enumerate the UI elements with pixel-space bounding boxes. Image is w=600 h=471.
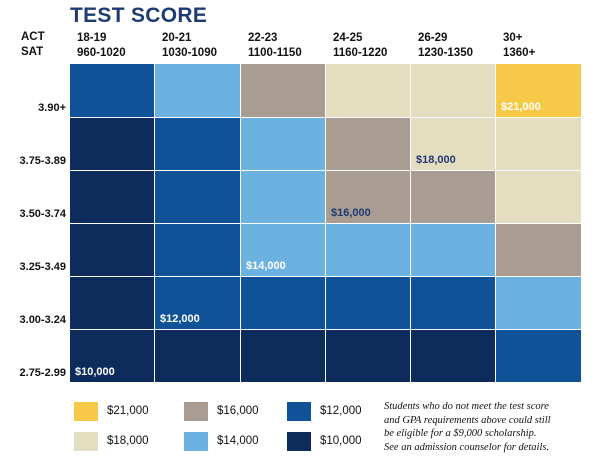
note-line-3: be eligible for a $9,000 scholarship. (384, 428, 537, 439)
grid-cell (155, 171, 241, 224)
grid-cell (241, 171, 326, 224)
grid-cell: $16,000 (326, 171, 411, 224)
row-header-gpa: 3.50-3.74 (19, 208, 66, 220)
column-sat-range: 1100-1150 (248, 47, 302, 59)
note-line-4: See an admission counselor for details. (384, 441, 550, 453)
grid-cell (70, 224, 155, 277)
column-act-range: 20-21 (162, 32, 192, 44)
grid-cell (70, 64, 155, 118)
column-header: 22-23 1100-1150 (248, 31, 302, 61)
grid-cell (155, 224, 241, 277)
column-header: 20-21 1030-1090 (162, 31, 217, 61)
grid-cell (411, 171, 496, 224)
legend-label: $21,000 (107, 405, 149, 417)
grid-cell: $12,000 (155, 277, 241, 330)
grid-cell (326, 64, 411, 118)
scholarship-grid: $21,000 $18,000 $16,000 $14,000 $12,000 $10,0… (70, 64, 582, 383)
column-act-range: 30+ (503, 32, 523, 44)
column-sat-range: 1160-1220 (333, 47, 388, 59)
legend-swatch (184, 402, 208, 421)
cell-amount-label: $14,000 (246, 260, 286, 272)
grid-cell (241, 277, 326, 330)
cell-amount-label: $10,000 (75, 366, 115, 378)
grid-cell (496, 118, 582, 171)
grid-cell (496, 171, 582, 224)
column-header: 18-19 960-1020 (77, 31, 126, 61)
sat-header-label: SAT (21, 46, 44, 58)
grid-cell (326, 118, 411, 171)
row-header-gpa: 3.25-3.49 (19, 261, 66, 273)
legend-label: $16,000 (217, 405, 259, 417)
grid-cell (155, 118, 241, 171)
grid-cell (241, 64, 326, 118)
row-header-gpa: 3.90+ (38, 102, 66, 114)
grid-cell (70, 171, 155, 224)
grid-cell (326, 277, 411, 330)
legend-label: $18,000 (107, 435, 149, 447)
column-sat-range: 1230-1350 (418, 47, 473, 59)
legend-label: $14,000 (217, 435, 259, 447)
row-header-gpa: 3.00-3.24 (19, 314, 66, 326)
note-line-2: and GPA requirements above could still (384, 414, 551, 426)
cell-amount-label: $18,000 (416, 154, 456, 166)
column-sat-range: 1360+ (503, 47, 536, 59)
grid-cell (411, 277, 496, 330)
column-header: 26-29 1230-1350 (418, 31, 473, 61)
column-header: 24-25 1160-1220 (333, 31, 387, 61)
legend-swatch (184, 432, 208, 451)
grid-cell (241, 118, 326, 171)
grid-cell (70, 118, 155, 171)
grid-cell (326, 330, 411, 383)
legend-label: $12,000 (320, 405, 362, 417)
grid-cell (241, 330, 326, 383)
grid-cell (496, 277, 582, 330)
act-header-label: ACT (21, 31, 45, 43)
grid-cell (411, 64, 496, 118)
legend-swatch (74, 432, 98, 451)
eligibility-note: Students who do not meet the test score … (384, 400, 594, 454)
legend-swatch (287, 402, 311, 421)
cell-amount-label: $16,000 (331, 207, 371, 219)
grid-cell (411, 224, 496, 277)
page-title: TEST SCORE (70, 4, 208, 27)
grid-cell (411, 330, 496, 383)
grid-cell (496, 330, 582, 383)
grid-cell (326, 224, 411, 277)
grid-cell (155, 330, 241, 383)
row-header-gpa: 2.75-2.99 (19, 367, 66, 379)
cell-amount-label: $21,000 (501, 101, 541, 113)
column-act-range: 26-29 (418, 32, 448, 44)
legend-label: $10,000 (320, 435, 362, 447)
cell-amount-label: $12,000 (160, 313, 200, 325)
grid-cell: $10,000 (70, 330, 155, 383)
column-sat-range: 1030-1090 (162, 47, 217, 59)
grid-cell (496, 224, 582, 277)
grid-cell: $21,000 (496, 64, 582, 118)
legend-swatch (287, 432, 311, 451)
column-header: 30+ 1360+ (503, 31, 535, 61)
note-line-1: Students who do not meet the test score (384, 401, 549, 412)
column-act-range: 22-23 (248, 32, 278, 44)
grid-cell: $14,000 (241, 224, 326, 277)
column-act-range: 24-25 (333, 32, 363, 44)
row-header-gpa: 3.75-3.89 (19, 155, 66, 167)
legend-swatch (74, 402, 98, 421)
grid-cell (70, 277, 155, 330)
column-sat-range: 960-1020 (77, 47, 126, 59)
grid-cell: $18,000 (411, 118, 496, 171)
grid-cell (155, 64, 241, 118)
column-act-range: 18-19 (77, 32, 107, 44)
